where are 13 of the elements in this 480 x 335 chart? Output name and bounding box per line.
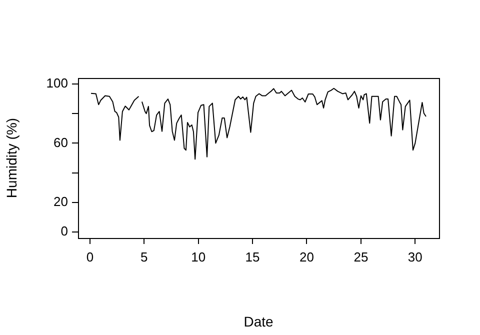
x-tick-label: 0: [86, 249, 94, 264]
y-tick-label: 0: [60, 224, 68, 239]
x-tick-label: 10: [191, 249, 206, 264]
x-axis-title: Date: [244, 313, 274, 330]
x-tick-label: 30: [408, 249, 422, 264]
x-tick-label: 20: [300, 249, 314, 264]
y-tick-label: 20: [54, 194, 68, 210]
y-axis-title: Humidity (%): [3, 118, 20, 198]
x-tick-label: 15: [245, 249, 260, 264]
y-tick-label: 100: [46, 76, 68, 91]
y-tick-label: 60: [54, 134, 68, 150]
x-tick-label: 5: [140, 249, 148, 264]
x-tick-label: 25: [354, 249, 368, 264]
